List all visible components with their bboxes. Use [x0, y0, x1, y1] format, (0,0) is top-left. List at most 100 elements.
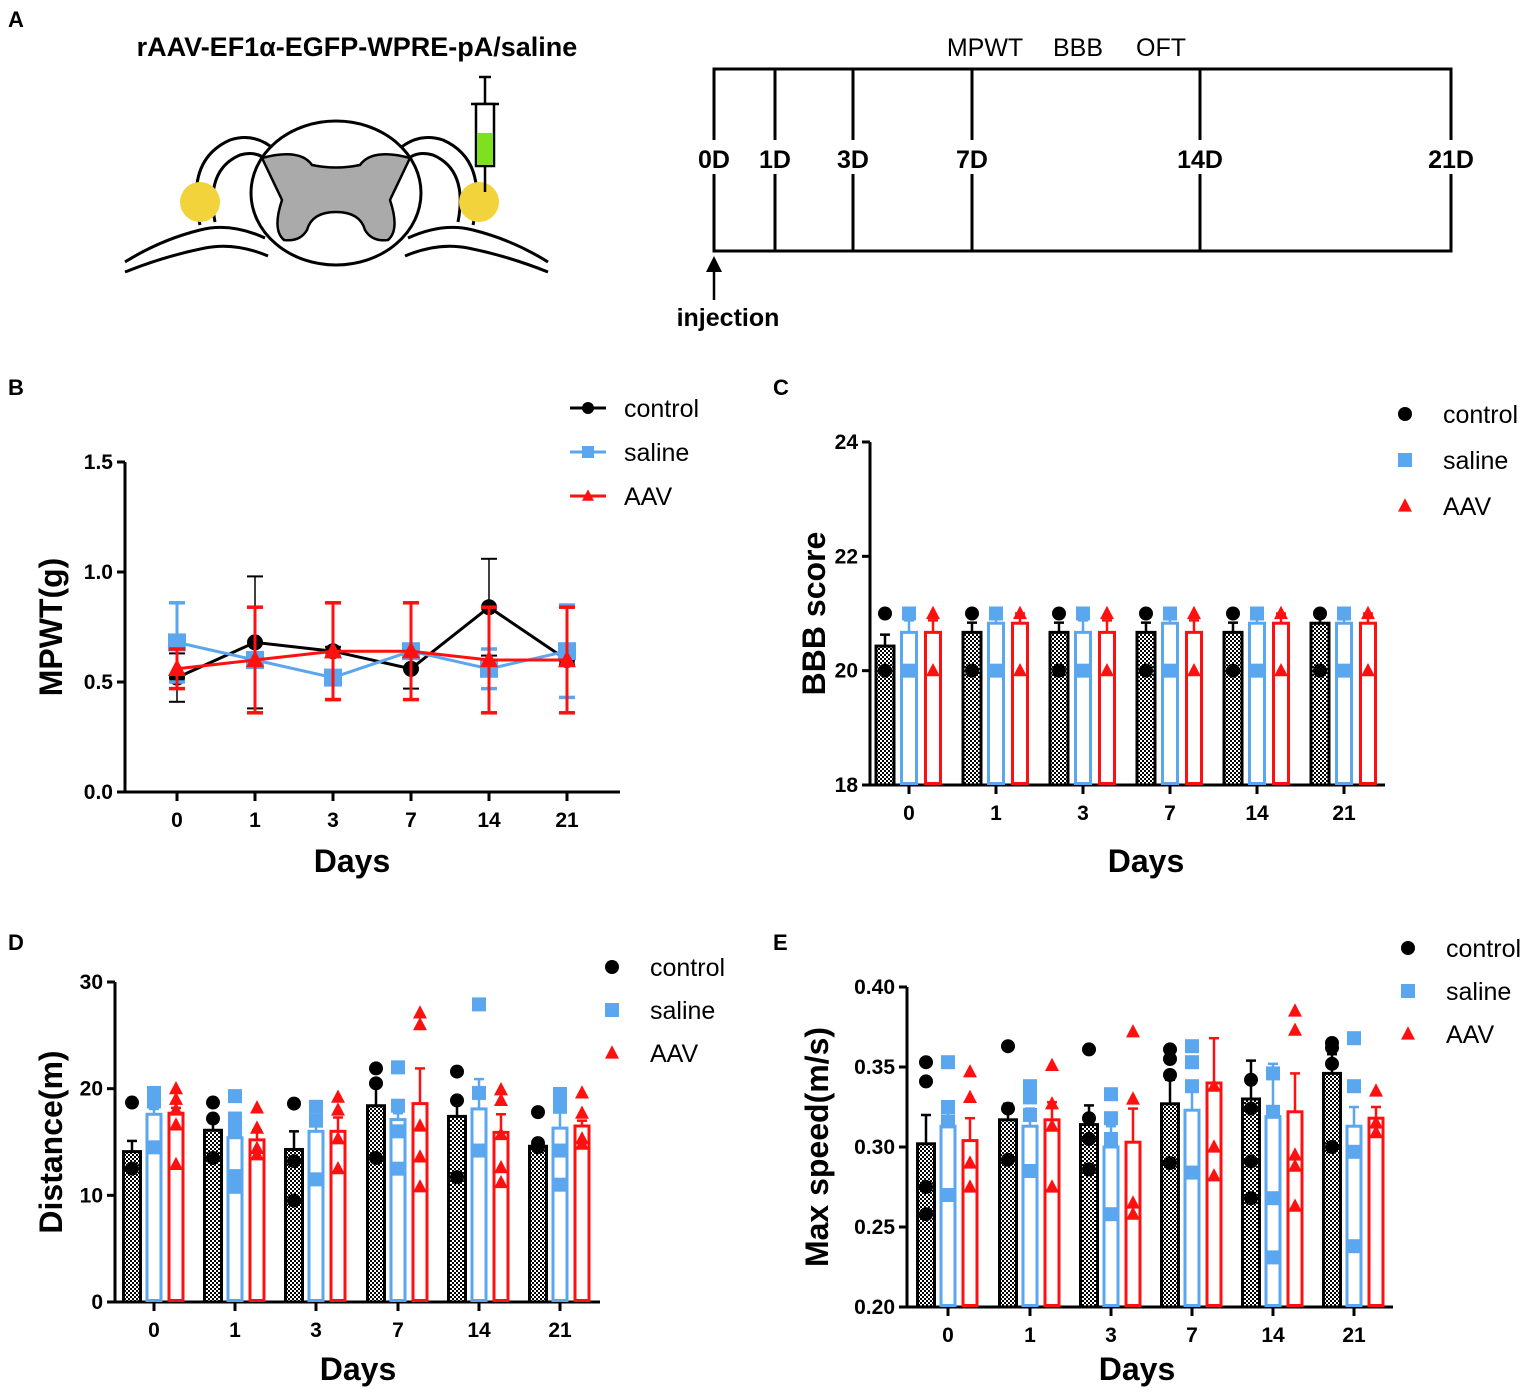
bar: [167, 1111, 185, 1302]
data-point: [369, 1076, 383, 1091]
data-point: [1163, 663, 1177, 678]
x-tick-label: 1: [229, 1319, 241, 1342]
legend-label: saline: [1446, 978, 1511, 1006]
data-point: [169, 1117, 183, 1131]
bar: [961, 630, 983, 787]
data-point: [1100, 605, 1114, 620]
data-point: [1013, 662, 1027, 677]
data-point: [472, 1143, 486, 1158]
test-label: OFT: [1136, 34, 1186, 62]
data-point: [1023, 1108, 1037, 1122]
data-point: [1274, 605, 1288, 620]
series-aav: [961, 1003, 1385, 1308]
y-tick-label: 0.40: [854, 976, 895, 999]
data-point: [309, 1113, 323, 1128]
x-axis-title: Days: [314, 843, 391, 879]
data-point: [1325, 1040, 1339, 1055]
bar: [916, 1142, 936, 1309]
bar: [307, 1129, 325, 1303]
y-tick-label: 0.35: [854, 1056, 895, 1079]
legend-marker-icon: [605, 960, 619, 974]
bar: [226, 1136, 244, 1302]
data-point: [963, 1089, 977, 1103]
syringe-icon: [471, 75, 499, 192]
data-point: [1013, 605, 1027, 620]
arrowhead-icon: [706, 256, 722, 272]
x-tick-label: 7: [405, 809, 417, 832]
construct-label: rAAV-EF1α-EGFP-WPRE-pA/saline: [137, 32, 578, 62]
data-point: [413, 1149, 427, 1163]
bar: [1079, 1123, 1099, 1309]
data-point: [391, 1124, 405, 1139]
data-point: [1104, 1132, 1118, 1146]
series-control: [122, 1061, 548, 1304]
legend-marker-icon: [582, 489, 594, 501]
data-point: [1288, 1022, 1302, 1036]
timepoint-label: 3D: [837, 146, 869, 174]
data-point: [1023, 1079, 1037, 1094]
data-point: [1361, 662, 1375, 677]
data-point: [413, 1005, 427, 1019]
data-point: [228, 1111, 242, 1126]
data-point: [402, 641, 420, 659]
data-point: [1185, 1039, 1199, 1054]
data-point: [919, 1207, 933, 1222]
data-point: [287, 1096, 301, 1111]
data-point: [902, 663, 916, 678]
data-point: [1226, 606, 1240, 621]
x-tick-label: 0: [171, 809, 183, 832]
data-point: [575, 1085, 589, 1099]
data-point: [965, 606, 979, 621]
x-tick-label: 1: [990, 802, 1002, 825]
bar: [1098, 630, 1116, 785]
y-tick-label: 0.25: [854, 1216, 895, 1239]
data-point: [1347, 1031, 1361, 1046]
legend-label: control: [650, 954, 725, 982]
data-point: [1187, 662, 1201, 677]
data-point: [1244, 1154, 1258, 1169]
legend-label: control: [624, 395, 699, 423]
data-point: [331, 1089, 345, 1103]
bar: [900, 630, 918, 785]
series-control: [169, 557, 575, 710]
data-point: [206, 1111, 220, 1126]
bar: [1205, 1081, 1223, 1307]
data-point: [1104, 1087, 1118, 1102]
legend-label: saline: [650, 997, 715, 1025]
data-point: [169, 1080, 183, 1095]
data-point: [1274, 662, 1288, 677]
data-point: [558, 650, 576, 668]
data-point: [309, 1172, 323, 1187]
data-point: [963, 1179, 977, 1193]
spinal-cord-illustration: [124, 119, 549, 274]
data-point: [1207, 1168, 1221, 1182]
data-point: [1288, 1003, 1302, 1017]
data-point: [1250, 606, 1264, 621]
data-point: [472, 1085, 486, 1100]
x-axis-title: Days: [1108, 843, 1185, 879]
legend-marker-icon: [582, 402, 594, 414]
panel-a: A rAAV-EF1α-EGFP-WPRE-pA/saline 0D 1D 3D 7D…: [8, 7, 1479, 332]
data-point: [1023, 1164, 1037, 1178]
data-point: [250, 1100, 264, 1114]
data-point: [228, 1179, 242, 1194]
data-point: [878, 606, 892, 621]
bar: [1124, 1140, 1142, 1307]
series-saline: [145, 997, 569, 1303]
x-axis-title: Days: [320, 1351, 397, 1387]
panel-b: B 0.0 0.5 1.0 1.5 0 1 3 7 14 21 Days MPWT(g) control s…: [8, 375, 699, 879]
y-tick-label: 0: [91, 1291, 103, 1314]
data-point: [1347, 1144, 1361, 1159]
series-saline: [900, 606, 1353, 785]
data-point: [147, 1140, 161, 1155]
data-point: [168, 658, 186, 676]
data-point: [1163, 1068, 1177, 1082]
data-point: [1139, 606, 1153, 621]
data-point: [391, 1161, 405, 1176]
legend-label: saline: [624, 439, 689, 467]
data-point: [1082, 1132, 1096, 1146]
bar: [470, 1107, 488, 1303]
y-tick-label: 1.0: [84, 561, 113, 584]
x-tick-label: 14: [1261, 1324, 1285, 1347]
data-point: [1185, 1165, 1199, 1180]
